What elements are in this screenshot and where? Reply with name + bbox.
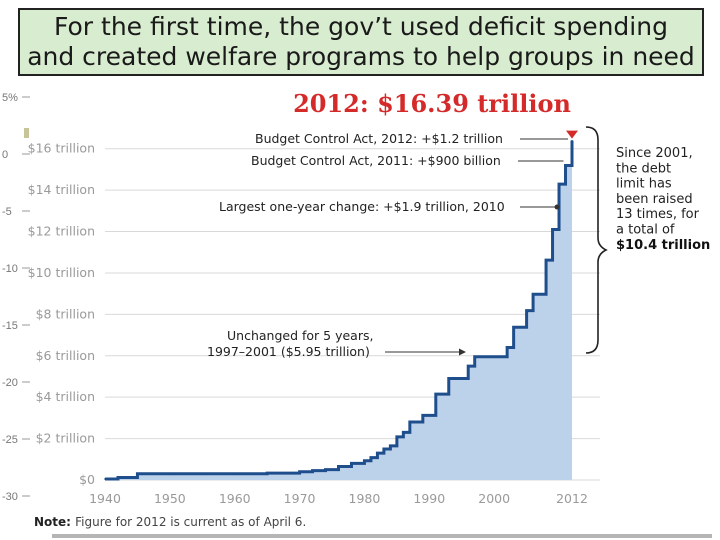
data-point xyxy=(525,309,528,312)
debt-step-line xyxy=(105,140,574,481)
data-point xyxy=(350,462,353,465)
side-note-line: limit has xyxy=(616,177,672,192)
x-tick-label: 2012 xyxy=(556,491,588,506)
x-tick-label: 1950 xyxy=(154,491,186,506)
background-axis-tick: -30 xyxy=(2,491,18,503)
annotation-arrowhead xyxy=(459,348,466,356)
data-point xyxy=(512,326,515,328)
data-point xyxy=(571,139,573,142)
x-tick-label: 1990 xyxy=(413,491,445,506)
x-tick-label: 2000 xyxy=(478,491,510,506)
debt-area-fill xyxy=(105,140,572,480)
slide-title-line-1: For the first time, the gov’t used defic… xyxy=(54,12,668,41)
data-point xyxy=(551,228,554,231)
data-point xyxy=(136,472,139,475)
side-note-line: the debt xyxy=(616,161,671,176)
annotation-arrowhead xyxy=(554,204,560,210)
slide-title-line-2: and created welfare programs to help gro… xyxy=(27,42,695,71)
y-tick-label: $2 trillion xyxy=(36,431,95,446)
y-tick-label: $0 xyxy=(79,472,95,487)
annotation-unchanged-line1: Unchanged for 5 years, xyxy=(227,328,373,343)
data-point xyxy=(233,472,236,475)
data-point xyxy=(117,476,119,479)
data-point xyxy=(538,293,541,296)
y-tick-label: $10 trillion xyxy=(28,265,95,280)
background-axis-tick: -15 xyxy=(2,320,18,332)
data-point xyxy=(311,469,314,472)
data-point xyxy=(499,356,502,358)
annotation-largest-change: Largest one-year change: +$1.9 trillion,… xyxy=(219,199,505,214)
bracket-brace xyxy=(585,126,608,354)
data-point xyxy=(169,472,171,475)
y-tick-label: $12 trillion xyxy=(28,224,95,239)
data-point xyxy=(383,448,385,450)
data-point xyxy=(428,414,431,417)
side-note-total: $10.4 trillion xyxy=(616,238,710,253)
annotation-unchanged-line2: 1997–2001 ($5.95 trillion) xyxy=(207,344,370,359)
annotation-bca-2011: Budget Control Act, 2011: +$900 billion xyxy=(251,153,501,168)
background-axis-tick: -25 xyxy=(2,434,18,446)
x-tick-label: 1980 xyxy=(349,491,381,506)
data-point xyxy=(337,465,340,468)
background-axis-tick: 0 xyxy=(2,149,8,161)
data-point xyxy=(558,183,560,185)
data-point xyxy=(396,436,398,438)
background-axis-tick: -5 xyxy=(2,206,12,218)
bottom-edge-bar xyxy=(52,534,712,538)
data-point xyxy=(441,393,444,395)
data-point xyxy=(519,326,521,328)
data-point xyxy=(402,431,405,434)
y-tick-label: $14 trillion xyxy=(28,182,95,197)
data-point xyxy=(454,377,457,380)
chart-note-label: Note: xyxy=(34,515,75,529)
debt-limit-chart: 5% 0 -5 -10 -15 -20 -25 -30 $0 $2 trillion $4 tril… xyxy=(2,89,712,538)
data-point xyxy=(545,259,547,261)
side-note-line: Since 2001, xyxy=(616,146,693,161)
side-note-line: been raised xyxy=(616,192,693,207)
data-point xyxy=(447,377,450,380)
data-point xyxy=(389,445,392,447)
data-point xyxy=(298,470,301,473)
data-point xyxy=(564,164,567,167)
data-point xyxy=(506,346,508,349)
y-tick-label: $4 trillion xyxy=(36,389,95,404)
data-point xyxy=(409,421,411,423)
y-tick-label: $16 trillion xyxy=(28,141,95,156)
chart-note-text: Figure for 2012 is current as of April 6… xyxy=(75,515,306,529)
x-tick-label: 1960 xyxy=(219,491,251,506)
y-tick-label: $8 trillion xyxy=(36,306,95,321)
data-point xyxy=(201,472,204,475)
data-point xyxy=(376,452,379,454)
x-tick-label: 1940 xyxy=(89,491,121,506)
side-note-line: a total of xyxy=(616,223,675,238)
data-point xyxy=(363,459,366,462)
background-legend-swatch xyxy=(24,128,29,138)
data-point xyxy=(324,468,327,471)
y-tick-label: $6 trillion xyxy=(36,348,95,363)
data-point xyxy=(532,293,534,296)
side-note-line: 13 times, for xyxy=(616,207,700,222)
data-point xyxy=(460,377,463,380)
data-point xyxy=(467,365,470,367)
slide-title-box: For the first time, the gov’t used defic… xyxy=(18,8,704,76)
data-point xyxy=(266,472,268,474)
chart-note: Note: Figure for 2012 is current as of A… xyxy=(34,515,306,529)
annotation-bca-2012: Budget Control Act, 2012: +$1.2 trillion xyxy=(255,131,503,146)
background-axis-tick: 5% xyxy=(2,92,18,104)
data-point xyxy=(104,478,106,480)
data-point xyxy=(415,421,418,423)
background-axis-tick: -10 xyxy=(2,263,18,275)
x-tick-label: 1970 xyxy=(284,491,316,506)
data-point xyxy=(434,393,437,395)
chart-title: 2012: $16.39 trillion xyxy=(293,89,571,118)
data-point xyxy=(473,356,476,358)
data-point xyxy=(422,414,424,417)
data-point xyxy=(370,456,372,459)
background-axis-tick: -20 xyxy=(2,377,18,389)
end-marker-triangle xyxy=(566,130,578,139)
